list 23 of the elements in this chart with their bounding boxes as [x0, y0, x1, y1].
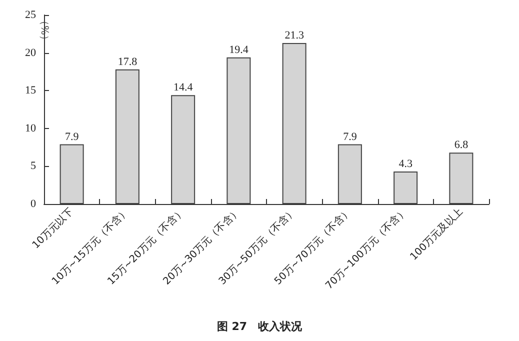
text: 图 27 收入状况 [216, 320, 304, 333]
bar [60, 144, 84, 204]
data-label: 6.8 [454, 139, 469, 152]
data-label: 19.4 [229, 44, 249, 56]
bar [171, 95, 196, 204]
y-tick-label: 0 [30, 198, 36, 210]
data-label: 7.9 [343, 130, 358, 143]
bar [226, 57, 251, 204]
bar [394, 171, 418, 204]
bar [449, 152, 474, 204]
y-tick-label: 25 [25, 9, 36, 21]
bar [115, 69, 140, 204]
y-tick-label: 15 [25, 84, 36, 97]
bar [282, 42, 306, 204]
y-tick-label: 20 [25, 46, 36, 59]
data-label: 21.3 [284, 29, 304, 42]
data-label: 7.9 [64, 130, 80, 143]
data-label: 4.3 [398, 158, 413, 170]
bar [338, 144, 362, 204]
data-label: 14.4 [173, 82, 194, 94]
data-label: 17.8 [118, 56, 138, 68]
y-tick-label: 5 [30, 160, 36, 172]
y-tick-label: 10 [25, 122, 36, 134]
